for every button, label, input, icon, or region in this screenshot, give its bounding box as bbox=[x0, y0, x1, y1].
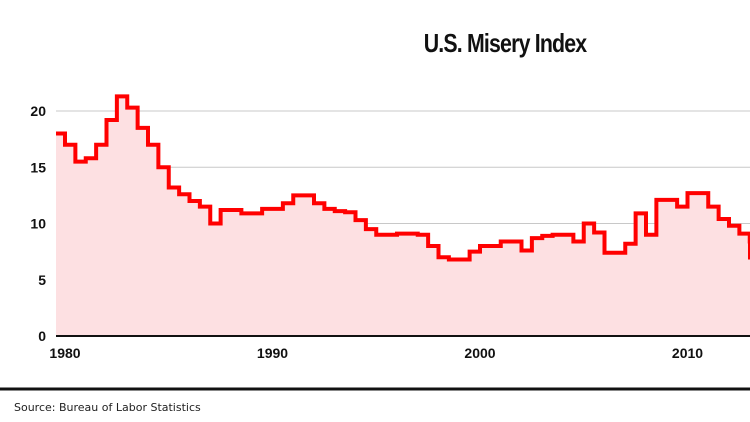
source-note: Source: Bureau of Labor Statistics bbox=[14, 401, 201, 414]
x-tick-label: 2010 bbox=[672, 345, 703, 361]
y-tick-label: 20 bbox=[30, 103, 46, 119]
series-line bbox=[56, 94, 750, 262]
x-tick-label: 2000 bbox=[464, 345, 495, 361]
y-tick-label: 0 bbox=[38, 328, 46, 344]
y-axis-ticks: 0 5 10 15 20 bbox=[30, 103, 46, 344]
y-tick-label: 10 bbox=[30, 216, 46, 232]
x-tick-label: 1980 bbox=[49, 345, 80, 361]
area-fill bbox=[56, 96, 750, 336]
x-tick-label: 1990 bbox=[257, 345, 288, 361]
x-axis-ticks: 1980 1990 2000 2010 bbox=[49, 345, 703, 361]
y-tick-label: 15 bbox=[30, 159, 46, 175]
y-tick-label: 5 bbox=[38, 272, 46, 288]
chart-title: U.S. Misery Index bbox=[423, 28, 587, 58]
